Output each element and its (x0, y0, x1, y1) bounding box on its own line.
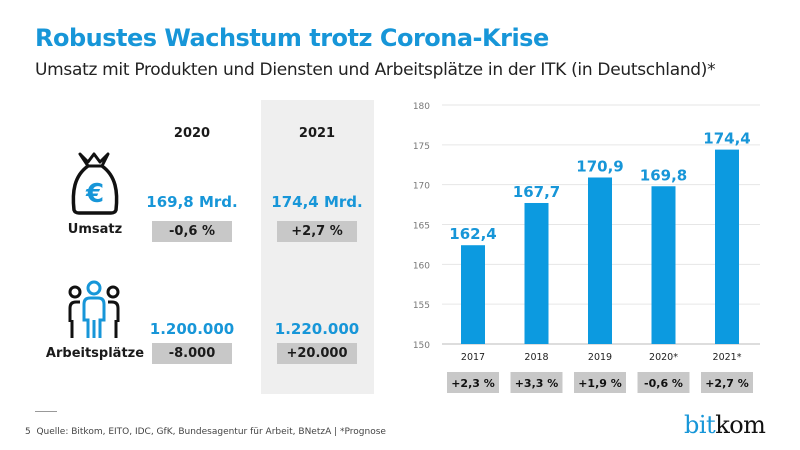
change-label: -0,6 % (644, 377, 683, 390)
data-label: 162,4 (449, 225, 496, 243)
x-tick-label: 2020* (649, 352, 678, 363)
money-bag-euro-icon: € (71, 152, 119, 215)
row-label-arbeitsplaetze: Arbeitsplätze (45, 346, 145, 361)
change-box (574, 372, 626, 393)
x-tick-label: 2018 (524, 352, 548, 363)
source-text: Quelle: Bitkom, EITO, IDC, GfK, Bundesag… (36, 427, 386, 437)
y-tick-label: 155 (413, 301, 430, 311)
x-tick-label: 2019 (588, 352, 612, 363)
bar-2019 (588, 177, 612, 344)
bar-2021 (715, 149, 739, 344)
change-label: +2,7 % (705, 377, 749, 390)
data-label: 167,7 (513, 183, 560, 201)
y-tick-label: 180 (413, 102, 430, 112)
svg-text:€: € (85, 179, 104, 209)
x-tick-label: 2017 (461, 352, 485, 363)
change-box (701, 372, 753, 393)
page-subtitle: Umsatz mit Produkten und Diensten und Ar… (35, 60, 716, 80)
umsatz-2020-value: 169,8 Mrd. (146, 193, 238, 211)
change-box (637, 372, 690, 393)
jobs-2021-value: 1.220.000 (274, 320, 360, 338)
page-title: Robustes Wachstum trotz Corona-Krise (35, 24, 549, 52)
revenue-bar-chart: 150 155 160 165 170 175 180 162,4 2017 +2,3 % 167,… (413, 102, 760, 393)
change-label: +2,3 % (451, 377, 495, 390)
data-label: 169,8 (640, 166, 687, 184)
jobs-2020-change: -8.000 (152, 343, 232, 364)
y-tick-label: 175 (413, 142, 430, 152)
year-header-2020: 2020 (173, 126, 211, 141)
jobs-2021-change: +20.000 (277, 343, 357, 364)
data-label: 174,4 (703, 130, 750, 148)
footer-divider (35, 411, 57, 412)
umsatz-2020-change: -0,6 % (152, 221, 232, 242)
data-label: 170,9 (576, 157, 623, 175)
umsatz-2021-change: +2,7 % (277, 221, 357, 242)
people-group-icon (68, 280, 120, 338)
bitkom-logo: bitkom (684, 411, 766, 439)
page-number: 5 (25, 427, 31, 437)
jobs-2020-value: 1.200.000 (149, 320, 235, 338)
footer-source: 5 Quelle: Bitkom, EITO, IDC, GfK, Bundes… (25, 427, 386, 437)
x-tick-label: 2021* (713, 352, 742, 363)
bar-2018 (524, 202, 549, 344)
bar-2020 (651, 186, 676, 344)
change-label: +1,9 % (578, 377, 622, 390)
y-tick-label: 170 (413, 182, 430, 192)
bar-2017 (461, 245, 485, 344)
year-header-2021: 2021 (298, 126, 336, 141)
y-tick-label: 165 (413, 222, 430, 232)
change-label: +3,3 % (515, 377, 559, 390)
umsatz-2021-value: 174,4 Mrd. (271, 193, 363, 211)
y-tick-label: 160 (413, 261, 430, 271)
change-box (447, 372, 499, 393)
row-label-umsatz: Umsatz (67, 222, 123, 237)
y-tick-label: 150 (413, 341, 430, 351)
change-box (510, 372, 563, 393)
